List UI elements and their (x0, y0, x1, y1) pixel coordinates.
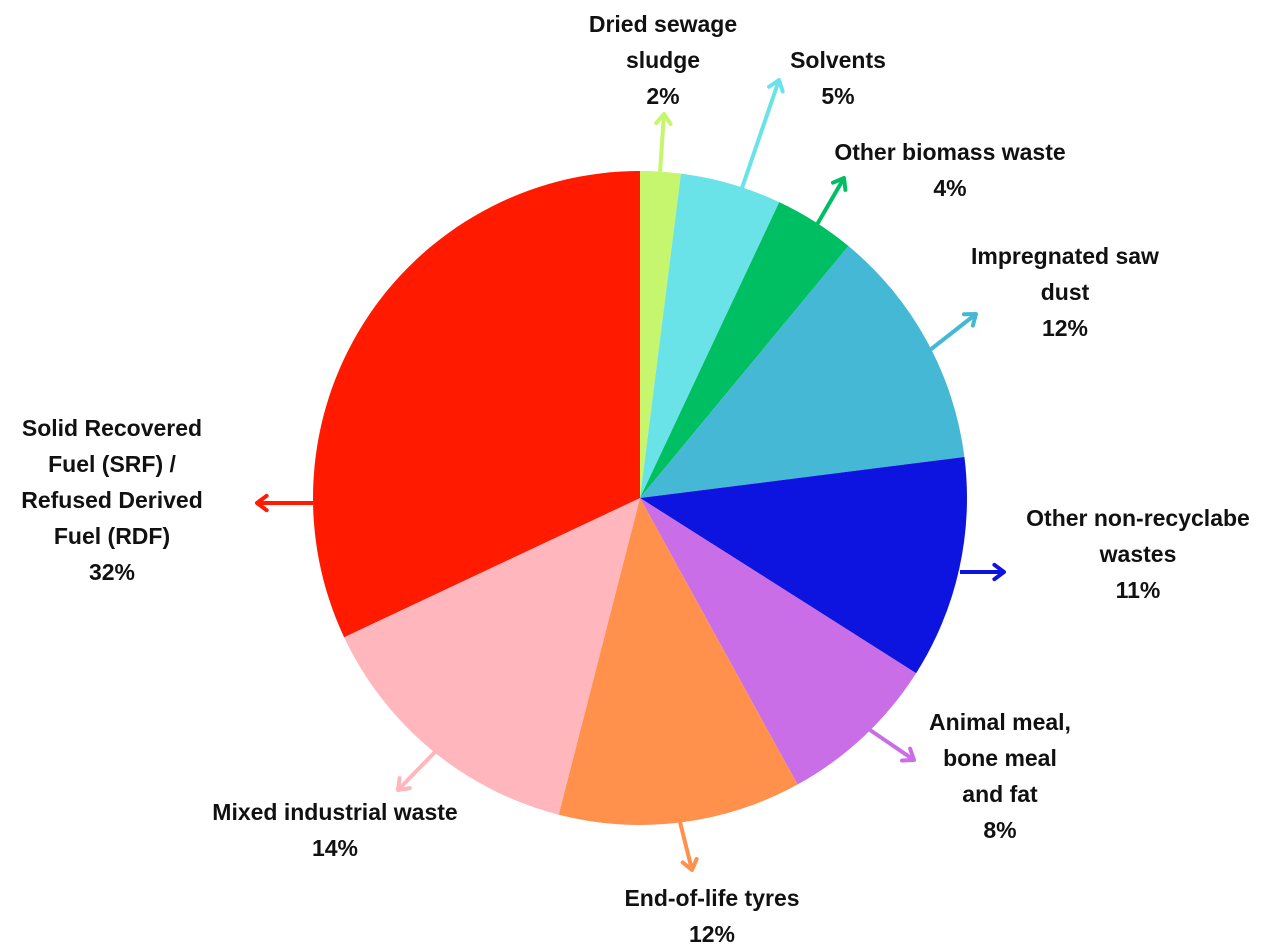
category-name: Mixed industrial waste (212, 799, 458, 825)
value-label: 8% (983, 817, 1017, 843)
arrow-head (962, 312, 978, 328)
slice-label: End-of-life tyres 12% (582, 880, 842, 952)
pie-slice (640, 498, 917, 785)
slice-label: Mixed industrial waste 14% (170, 794, 500, 866)
category-name: Dried sewage sludge (588, 11, 738, 73)
slice-label: Solid Recovered Fuel (SRF) / Refused Der… (2, 410, 222, 590)
value-label: 2% (646, 83, 680, 109)
leader-arrow (678, 821, 694, 871)
pie-slice (640, 173, 780, 498)
category-name: Other biomass waste (834, 139, 1066, 165)
pie-slice (640, 246, 965, 498)
pie-slice (640, 202, 849, 498)
arrow-head (767, 78, 785, 94)
slice-label: Animal meal, bone meal and fat 8% (920, 704, 1080, 848)
leader-arrow (396, 750, 437, 792)
leader-arrow (813, 176, 846, 230)
pie-slice (344, 498, 640, 815)
arrow-head (654, 112, 673, 127)
leader-arrow (740, 79, 781, 189)
arrow-head (680, 856, 699, 872)
category-name: Solvents (790, 47, 886, 73)
slice-label: Impregnated saw dust 12% (970, 238, 1160, 346)
arrow-head (992, 562, 1006, 582)
leader-arrow (658, 113, 666, 173)
pie-slice (558, 498, 798, 825)
value-label: 32% (88, 559, 136, 585)
pie-slice (640, 457, 968, 674)
value-label: 5% (821, 83, 855, 109)
category-name: Solid Recovered Fuel (SRF) / Refused Der… (21, 415, 203, 549)
slice-label: Other non-recyclabe wastes 11% (988, 500, 1280, 608)
value-label: 12% (688, 921, 736, 947)
value-label: 14% (311, 835, 359, 861)
pie-slice (312, 171, 640, 638)
arrow-head (900, 746, 916, 763)
arrow-head (255, 493, 269, 513)
category-name: Other non-recyclabe wastes (1026, 505, 1250, 567)
category-name: Animal meal, bone meal and fat (929, 709, 1071, 807)
slice-label: Other biomass waste 4% (790, 134, 1110, 206)
leader-arrow (928, 312, 978, 352)
value-label: 11% (1115, 577, 1161, 603)
arrow-head (830, 176, 848, 192)
category-name: End-of-life tyres (624, 885, 800, 911)
arrow-head (396, 776, 412, 792)
leader-arrow (868, 728, 916, 762)
value-label: 12% (1041, 315, 1089, 341)
value-label: 4% (933, 175, 967, 201)
category-name: Impregnated saw dust (971, 243, 1159, 305)
slice-label: Dried sewage sludge 2% (573, 6, 753, 114)
slice-label: Solvents 5% (758, 42, 918, 114)
pie-slice (640, 171, 681, 498)
